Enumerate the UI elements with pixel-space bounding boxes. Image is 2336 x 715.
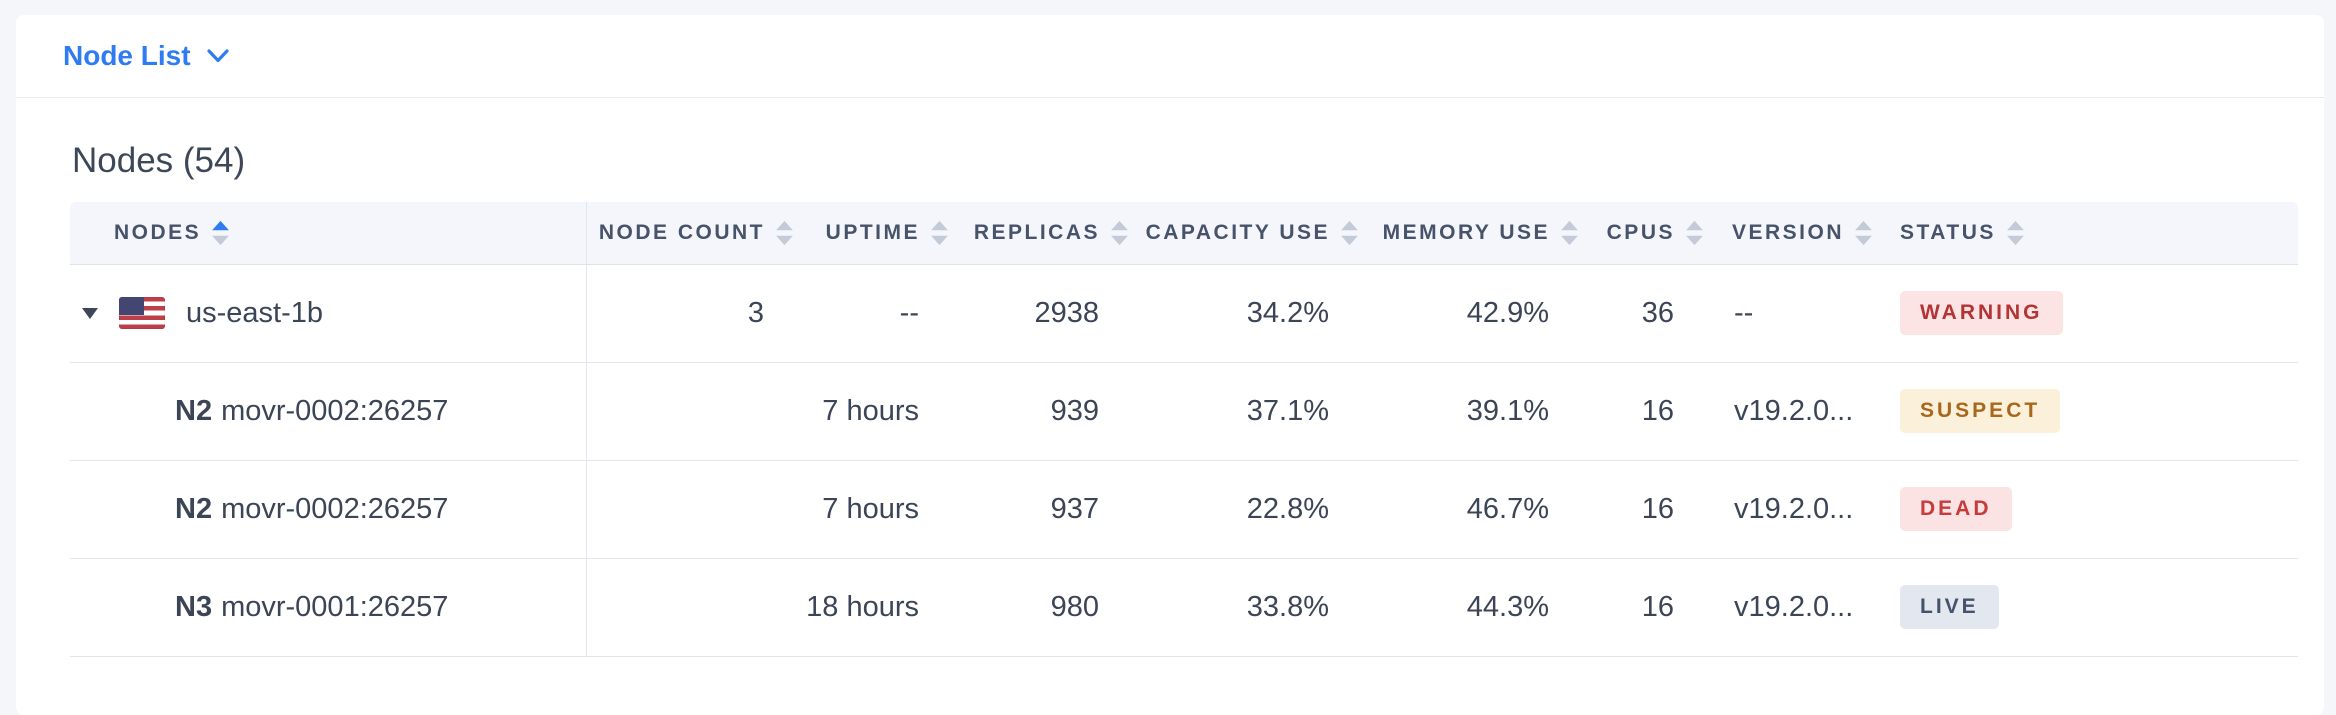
column-header-label: CPUS: [1606, 220, 1675, 244]
cell-version: v19.2.0...: [1710, 460, 1880, 559]
status-badge: WARNING: [1900, 291, 2063, 335]
cell-memory-use: 42.9%: [1365, 264, 1585, 363]
node-address: movr-0002:26257: [221, 394, 449, 427]
cell-uptime: 18 hours: [800, 558, 955, 657]
cell-uptime: 7 hours: [800, 460, 955, 559]
table-row-node: N2 movr-0002:26257 7 hours 939 37.1% 39.1…: [70, 362, 2298, 461]
cell-uptime: 7 hours: [800, 362, 955, 461]
column-header-label: VERSION: [1732, 220, 1845, 244]
node-address: movr-0001:26257: [221, 590, 449, 623]
cell-replicas: 980: [955, 558, 1135, 657]
sort-icon[interactable]: [211, 219, 230, 247]
status-badge: SUSPECT: [1900, 389, 2061, 433]
cell-version: v19.2.0...: [1710, 362, 1880, 461]
table-row-node: N2 movr-0002:26257 7 hours 937 22.8% 46.7…: [70, 460, 2298, 559]
cell-node-count: [586, 558, 800, 657]
cell-capacity-use: 33.8%: [1135, 558, 1365, 657]
sort-icon[interactable]: [930, 219, 949, 247]
sort-icon[interactable]: [1685, 219, 1704, 247]
cell-node-count: 3: [586, 264, 800, 363]
cell-capacity-use: 37.1%: [1135, 362, 1365, 461]
cell-replicas: 2938: [955, 264, 1135, 363]
column-header-label: NODE COUNT: [598, 220, 765, 244]
node-id: N2: [175, 492, 213, 525]
column-header-label: NODES: [114, 220, 202, 244]
cell-capacity-use: 22.8%: [1135, 460, 1365, 559]
status-badge: LIVE: [1900, 585, 1999, 629]
view-selector-dropdown[interactable]: Node List: [63, 40, 229, 72]
cell-node-count: [586, 362, 800, 461]
column-header-node-count[interactable]: NODE COUNT: [586, 202, 800, 265]
sort-icon[interactable]: [1560, 219, 1579, 247]
column-header-cpus[interactable]: CPUS: [1585, 202, 1710, 265]
column-header-label: CAPACITY USE: [1145, 220, 1330, 244]
page-title: Nodes (54): [72, 141, 246, 180]
node-id: N2: [175, 394, 213, 427]
cell-cpus: 16: [1585, 460, 1710, 559]
cell-version: v19.2.0...: [1710, 558, 1880, 657]
cell-cpus: 36: [1585, 264, 1710, 363]
table-row-node: N3 movr-0001:26257 18 hours 980 33.8% 44.…: [70, 558, 2298, 657]
column-header-version[interactable]: VERSION: [1710, 202, 1880, 265]
table-row-region: us-east-1b 3 -- 2938 34.2% 42.9% 36 -- W…: [70, 264, 2298, 363]
column-header-nodes[interactable]: NODES: [70, 202, 587, 265]
view-strip: Node List: [16, 15, 2324, 98]
view-selector-label[interactable]: Node List: [63, 40, 191, 71]
node-list-card: Node List Nodes (54) NODES: [16, 15, 2324, 715]
cell-memory-use: 44.3%: [1365, 558, 1585, 657]
us-flag-icon: [119, 297, 165, 329]
column-header-memory-use[interactable]: MEMORY USE: [1365, 202, 1585, 265]
cell-cpus: 16: [1585, 362, 1710, 461]
sort-icon[interactable]: [775, 219, 794, 247]
cell-memory-use: 46.7%: [1365, 460, 1585, 559]
region-name: us-east-1b: [186, 296, 324, 329]
column-header-label: REPLICAS: [973, 220, 1100, 244]
cell-replicas: 939: [955, 362, 1135, 461]
column-header-uptime[interactable]: UPTIME: [800, 202, 955, 265]
cell-cpus: 16: [1585, 558, 1710, 657]
node-id: N3: [175, 590, 213, 623]
sort-icon[interactable]: [2006, 219, 2025, 247]
sort-icon[interactable]: [1110, 219, 1129, 247]
cell-replicas: 937: [955, 460, 1135, 559]
column-header-label: MEMORY USE: [1382, 220, 1550, 244]
node-address: movr-0002:26257: [221, 492, 449, 525]
nodes-table: NODES NODE COUNT: [70, 202, 2298, 657]
column-header-status[interactable]: STATUS: [1880, 202, 2298, 265]
table-header-row: NODES NODE COUNT: [70, 202, 2298, 265]
cell-node-count: [586, 460, 800, 559]
status-badge: DEAD: [1900, 487, 2012, 531]
sort-icon[interactable]: [1854, 219, 1873, 247]
cell-version: --: [1710, 264, 1880, 363]
column-header-capacity-use[interactable]: CAPACITY USE: [1135, 202, 1365, 265]
cell-uptime: --: [800, 264, 955, 363]
chevron-down-icon: [206, 49, 229, 63]
cell-memory-use: 39.1%: [1365, 362, 1585, 461]
column-header-label: STATUS: [1900, 220, 1996, 244]
column-header-replicas[interactable]: REPLICAS: [955, 202, 1135, 265]
sort-icon[interactable]: [1340, 219, 1359, 247]
cell-capacity-use: 34.2%: [1135, 264, 1365, 363]
collapse-caret-icon[interactable]: [82, 307, 98, 319]
column-header-label: UPTIME: [825, 220, 920, 244]
